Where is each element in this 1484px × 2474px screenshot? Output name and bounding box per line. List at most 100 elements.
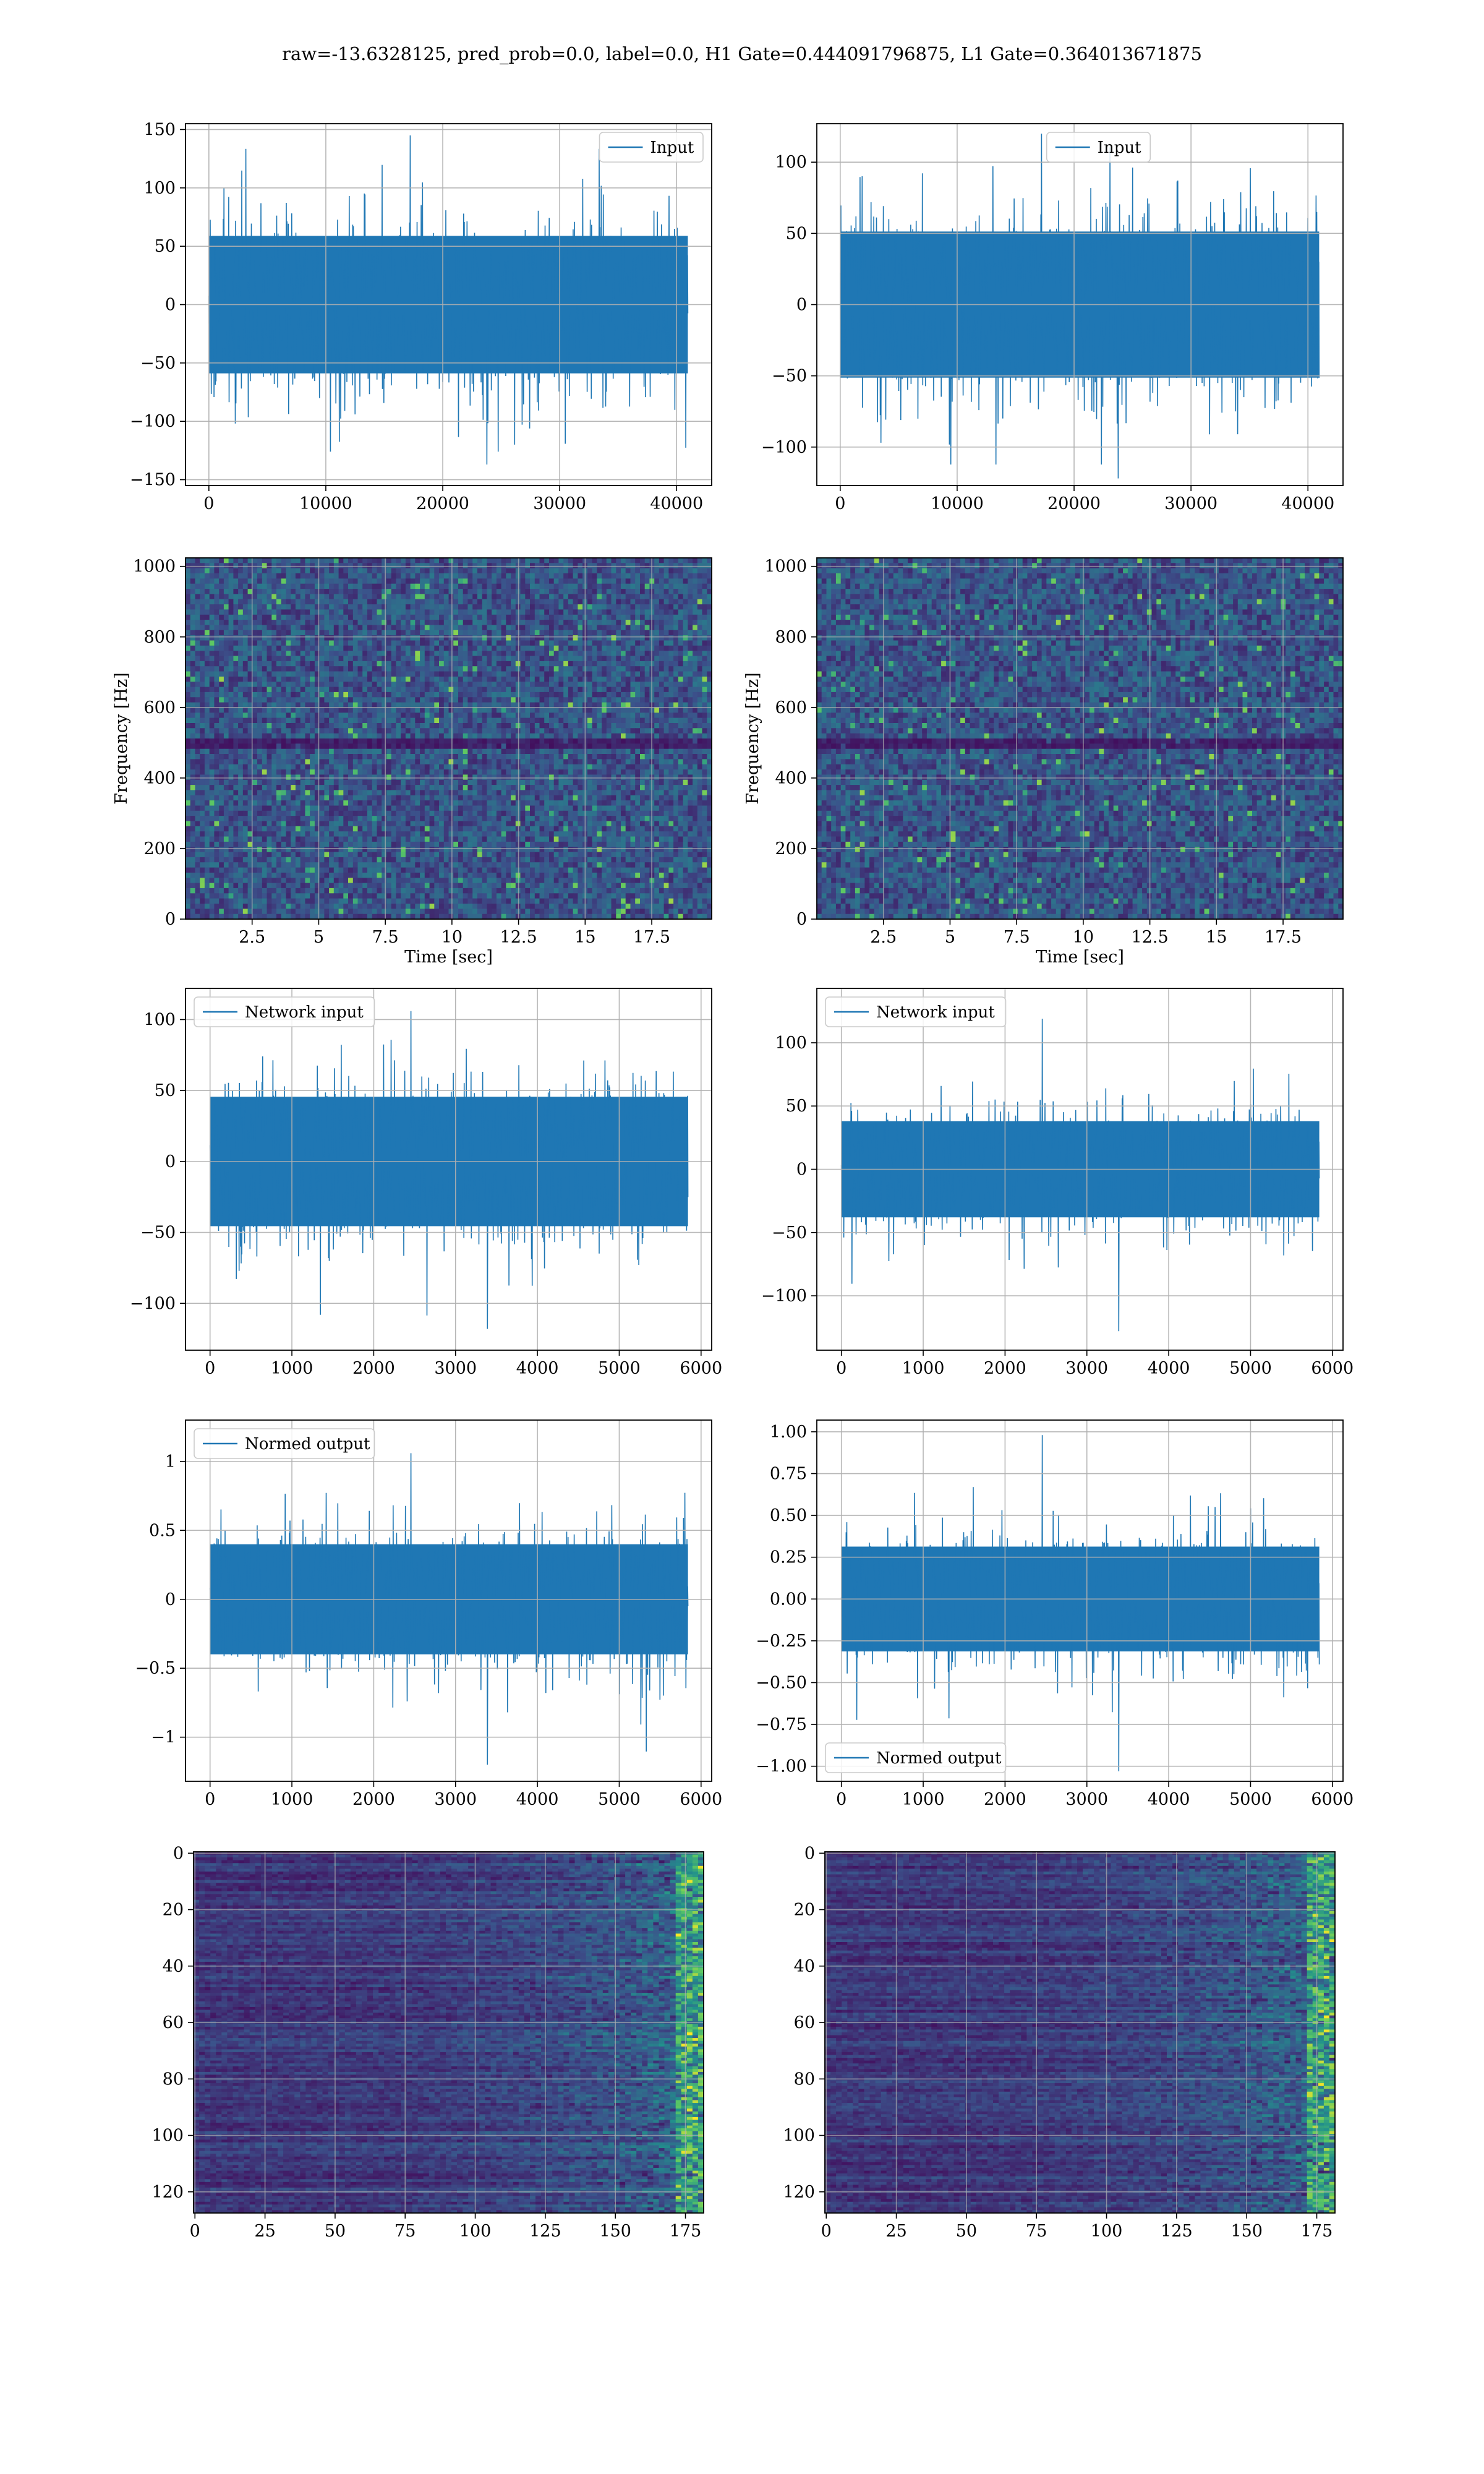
spectrogram-cell bbox=[228, 589, 234, 594]
spectrogram-cell bbox=[472, 630, 478, 636]
spectrogram-cell bbox=[654, 568, 660, 574]
spectrogram-cell bbox=[678, 702, 684, 708]
spectrogram-cell bbox=[668, 713, 674, 719]
spectrogram-cell bbox=[271, 687, 277, 693]
spectrogram-cell bbox=[295, 578, 301, 584]
spectrogram-cell bbox=[606, 625, 612, 631]
spectrogram-cell bbox=[439, 568, 445, 574]
spectrogram-cell bbox=[410, 676, 416, 682]
spectrogram-cell bbox=[578, 594, 583, 600]
spectrogram-cell bbox=[568, 769, 574, 775]
spectrogram-cell bbox=[621, 635, 626, 641]
spectrogram-cell bbox=[592, 651, 597, 657]
spectrogram-cell bbox=[602, 563, 607, 569]
spectrogram-cell bbox=[606, 656, 612, 662]
spectrogram-cell bbox=[563, 609, 569, 615]
spectrogram-cell bbox=[587, 723, 593, 729]
spectrogram-cell bbox=[511, 645, 516, 651]
spectrogram-cell bbox=[362, 759, 368, 765]
spectrogram-cell bbox=[587, 666, 593, 672]
spectrogram-cell bbox=[291, 769, 296, 775]
spectrogram-cell bbox=[367, 635, 373, 641]
spectrogram-cell bbox=[262, 563, 268, 569]
spectrogram-cell bbox=[659, 748, 665, 755]
spectrogram-cell bbox=[324, 661, 330, 667]
spectrogram-cell bbox=[396, 651, 401, 657]
spectrogram-cell bbox=[300, 589, 305, 594]
spectrogram-cell bbox=[348, 558, 354, 563]
spectrogram-cell bbox=[333, 661, 339, 667]
spectrogram-cell bbox=[563, 599, 569, 605]
spectrogram-cell bbox=[496, 754, 502, 760]
spectrogram-cell bbox=[625, 599, 631, 605]
spectrogram-cell bbox=[602, 656, 607, 662]
spectrogram-cell bbox=[472, 743, 478, 750]
spectrogram-cell bbox=[281, 645, 286, 651]
spectrogram-cell bbox=[262, 702, 268, 708]
spectrogram-cell bbox=[587, 661, 593, 667]
spectrogram-cell bbox=[219, 728, 224, 734]
spectrogram-cell bbox=[539, 645, 545, 651]
spectrogram-cell bbox=[300, 697, 305, 703]
spectrogram-cell bbox=[357, 599, 363, 605]
spectrogram-cell bbox=[242, 645, 249, 651]
spectrogram-cell bbox=[204, 661, 210, 667]
spectrogram-cell bbox=[300, 748, 305, 755]
spectrogram-cell bbox=[329, 573, 335, 579]
spectrogram-cell bbox=[319, 713, 325, 719]
spectrogram-cell bbox=[352, 656, 359, 662]
spectrogram-cell bbox=[305, 563, 310, 569]
spectrogram-cell bbox=[482, 666, 487, 672]
spectrogram-cell bbox=[693, 568, 698, 574]
spectrogram-cell bbox=[663, 578, 669, 584]
spectrogram-cell bbox=[233, 666, 239, 672]
spectrogram-cell bbox=[539, 769, 545, 775]
spectrogram-cell bbox=[314, 589, 320, 594]
spectrogram-cell bbox=[352, 687, 359, 693]
spectrogram-cell bbox=[501, 691, 506, 698]
spectrogram-cell bbox=[415, 733, 420, 739]
spectrogram-cell bbox=[644, 743, 650, 750]
spectrogram-cell bbox=[362, 764, 368, 770]
spectrogram-cell bbox=[247, 645, 253, 651]
spectrogram-cell bbox=[673, 558, 679, 563]
spectrogram-cell bbox=[209, 733, 215, 739]
spectrogram-cell bbox=[492, 625, 497, 631]
spectrogram-cell bbox=[573, 578, 578, 584]
spectrogram-cell bbox=[434, 748, 440, 755]
spectrogram-cell bbox=[644, 630, 650, 636]
spectrogram-cell bbox=[415, 754, 420, 760]
spectrogram-cell bbox=[492, 630, 497, 636]
spectrogram-cell bbox=[578, 563, 583, 569]
spectrogram-cell bbox=[314, 717, 320, 724]
spectrogram-cell bbox=[563, 687, 569, 693]
spectrogram-cell bbox=[448, 733, 454, 739]
spectrogram-cell bbox=[377, 723, 382, 729]
spectrogram-cell bbox=[673, 635, 679, 641]
spectrogram-cell bbox=[477, 723, 483, 729]
spectrogram-cell bbox=[305, 728, 310, 734]
spectrogram-cell bbox=[410, 573, 416, 579]
spectrogram-cell bbox=[592, 774, 597, 781]
spectrogram-cell bbox=[219, 558, 224, 563]
spectrogram-cell bbox=[333, 635, 339, 641]
spectrogram-cell bbox=[663, 748, 669, 755]
spectrogram-cell bbox=[333, 594, 339, 600]
spectrogram-cell bbox=[429, 583, 435, 589]
spectrogram-cell bbox=[281, 599, 286, 605]
spectrogram-cell bbox=[324, 609, 330, 615]
spectrogram-cell bbox=[463, 563, 468, 569]
spectrogram-cell bbox=[434, 568, 440, 574]
spectrogram-cell bbox=[429, 661, 435, 667]
spectrogram-cell bbox=[558, 691, 564, 698]
spectrogram-cell bbox=[186, 558, 191, 563]
spectrogram-cell bbox=[415, 630, 420, 636]
spectrogram-cell bbox=[635, 697, 641, 703]
spectrogram-cell bbox=[396, 635, 401, 641]
spectrogram-cell bbox=[520, 785, 526, 790]
spectrogram-cell bbox=[458, 614, 464, 620]
spectrogram-cell bbox=[405, 759, 411, 765]
spectrogram-cell bbox=[654, 599, 660, 605]
spectrogram-cell bbox=[525, 702, 531, 708]
spectrogram-cell bbox=[458, 717, 464, 724]
